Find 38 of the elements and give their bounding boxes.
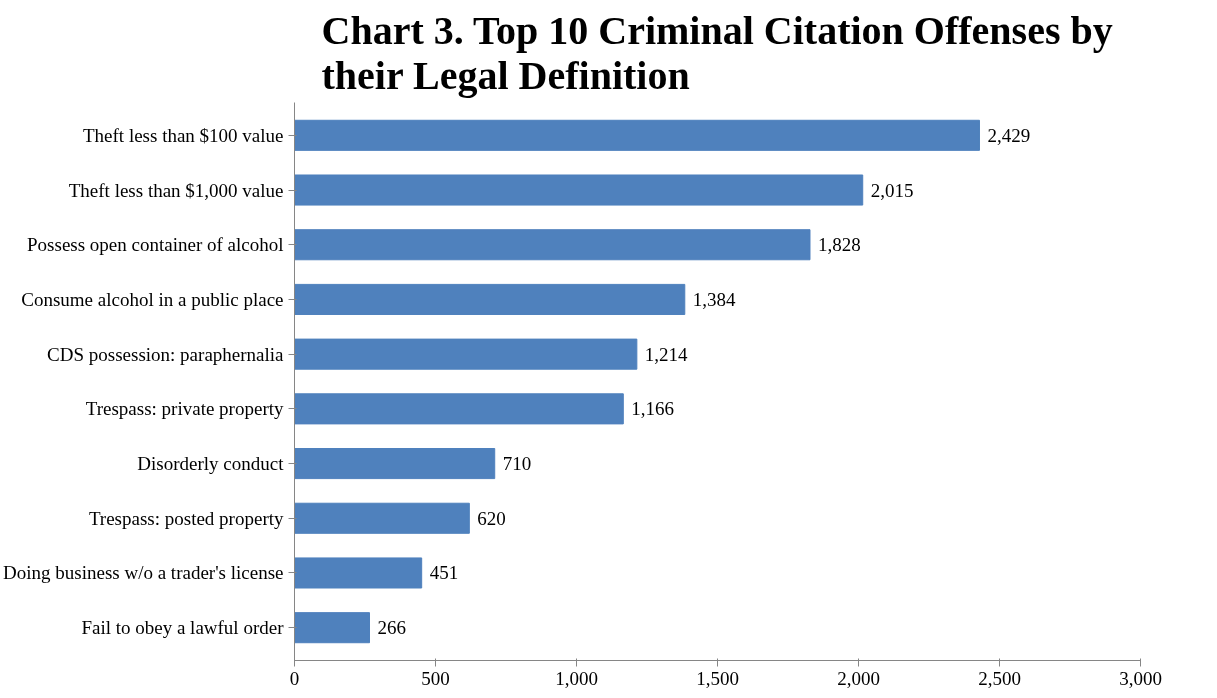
y-tick-label: Trespass: posted property xyxy=(88,507,284,529)
data-label: 266 xyxy=(377,617,407,639)
data-label: 620 xyxy=(477,507,506,529)
x-tick-label: 0 xyxy=(289,667,300,689)
y-tick-label: Theft less than $100 value xyxy=(83,124,284,146)
data-label: 1,828 xyxy=(818,234,861,256)
y-tick-label: Possess open container of alcohol xyxy=(27,234,284,256)
chart-title: Chart 3. Top 10 Criminal Citation Offenses by their Legal Definition xyxy=(321,7,1113,98)
x-tick-label: 500 xyxy=(421,667,450,689)
x-tick-label: 1,500 xyxy=(696,667,739,689)
bar xyxy=(294,229,811,261)
bar xyxy=(294,119,980,151)
x-tick-label: 2,500 xyxy=(978,667,1021,689)
y-tick-label: Fail to obey a lawful order xyxy=(81,617,285,639)
data-label: 2,015 xyxy=(870,179,914,201)
x-tick-label: 2,000 xyxy=(837,667,880,689)
data-label: 710 xyxy=(502,453,532,475)
data-label: 451 xyxy=(429,562,459,584)
y-tick-label: Doing business w/o a trader's license xyxy=(3,562,284,584)
y-tick-label: Theft less than $1,000 value xyxy=(68,179,284,201)
bar xyxy=(294,174,864,206)
x-tick-label: 1,000 xyxy=(555,667,598,689)
x-tick-label: 3,000 xyxy=(1119,667,1162,689)
y-tick-label: Disorderly conduct xyxy=(137,453,285,475)
bar xyxy=(294,612,371,644)
y-tick-label: Trespass: private property xyxy=(85,398,284,420)
data-label: 2,429 xyxy=(987,124,1031,146)
data-label: 1,166 xyxy=(631,398,675,420)
y-tick-label: Consume alcohol in a public place xyxy=(21,288,284,310)
data-label: 1,214 xyxy=(644,343,689,365)
bar xyxy=(294,557,423,589)
y-tick-label: CDS possession: paraphernalia xyxy=(47,343,285,365)
bar xyxy=(294,448,496,480)
data-label: 1,384 xyxy=(692,288,737,310)
bar xyxy=(294,338,638,370)
bar xyxy=(294,283,686,315)
bar xyxy=(294,393,624,425)
bar xyxy=(294,502,470,534)
